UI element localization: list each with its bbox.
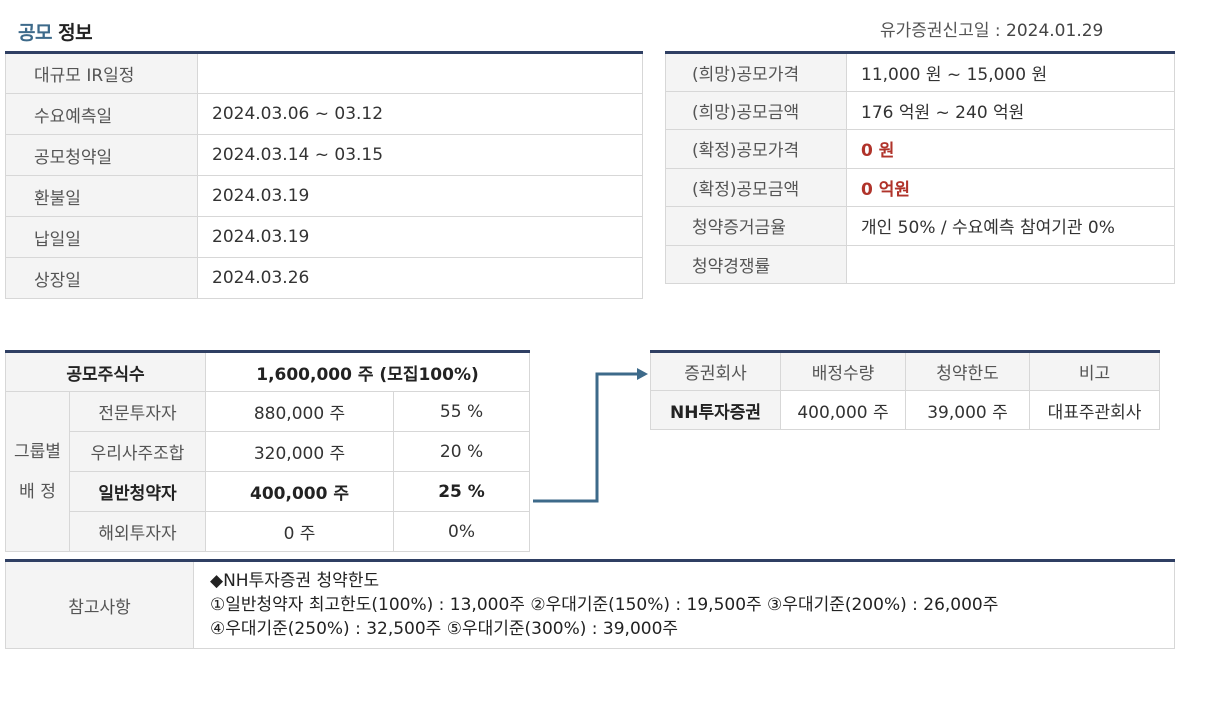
schedule-label: 수요예측일: [5, 93, 198, 135]
table-row: (희망)공모가격 11,000 원 ~ 15,000 원: [665, 52, 1175, 92]
investor-type-label: 일반청약자: [68, 471, 207, 512]
schedule-value: 2024.03.06 ~ 03.12: [197, 93, 643, 135]
pricing-label: 청약경쟁률: [665, 244, 847, 284]
schedule-label: 대규모 IR일정: [5, 52, 198, 94]
column-header: 배정수량: [780, 351, 906, 391]
underwriter-allocation: 400,000 주: [780, 390, 906, 430]
underwriter-table: 증권회사 배정수량 청약한도 비고 NH투자증권 400,000 주 39,00…: [650, 350, 1160, 430]
page-title-accent: 공모: [18, 22, 52, 44]
table-row: 공모청약일 2024.03.14 ~ 03.15: [5, 134, 643, 176]
table-row: NH투자증권 400,000 주 39,000 주 대표주관회사: [650, 390, 1160, 430]
reference-label: 참고사항: [5, 560, 194, 649]
table-row: 공모주식수 1,600,000 주 (모집100%): [4, 351, 530, 392]
schedule-value: 2024.03.19: [197, 175, 643, 217]
page-title: 공모 정보: [18, 18, 93, 45]
table-row: 그룹별 배 정 전문투자자 880,000 주 55 %: [5, 391, 530, 552]
table-row: (희망)공모금액 176 억원 ~ 240 억원: [665, 90, 1175, 130]
total-shares-value: 1,600,000 주 (모집100%): [205, 351, 530, 392]
allocated-shares: 880,000 주: [205, 391, 395, 432]
allocated-shares: 320,000 주: [205, 431, 395, 472]
schedule-table: 대규모 IR일정 수요예측일 2024.03.06 ~ 03.12 공모청약일 20…: [5, 51, 643, 299]
pricing-label: (희망)공모금액: [665, 90, 847, 130]
reference-notes: ◆NH투자증권 청약한도 ①일반청약자 최고한도(100%) : 13,000주…: [193, 560, 1175, 649]
table-row: 상장일 2024.03.26: [5, 257, 643, 299]
table-row: 일반청약자 400,000 주 25 %: [6, 471, 530, 512]
table-header-row: 증권회사 배정수량 청약한도 비고: [650, 351, 1160, 391]
allocated-shares: 400,000 주: [205, 471, 395, 512]
investor-type-label: 전문투자자: [68, 391, 207, 432]
allocation-table: 공모주식수 1,600,000 주 (모집100%) 그룹별 배 정 전문투자자 …: [4, 350, 530, 552]
allocated-shares: 0 주: [205, 511, 395, 552]
pricing-table: (희망)공모가격 11,000 원 ~ 15,000 원 (희망)공모금액 176 …: [665, 51, 1175, 284]
investor-type-label: 우리사주조합: [68, 431, 207, 472]
investor-type-label: 해외투자자: [68, 511, 207, 552]
total-shares-label: 공모주식수: [4, 351, 207, 392]
pricing-label: (희망)공모가격: [665, 52, 847, 92]
column-header: 비고: [1029, 351, 1160, 391]
table-row: 우리사주조합 320,000 주 20 %: [6, 431, 530, 472]
pricing-label: (확정)공모금액: [665, 167, 847, 207]
pricing-value: 11,000 원 ~ 15,000 원: [846, 52, 1175, 92]
schedule-value: 2024.03.19: [197, 216, 643, 258]
filing-date-info: 유가증권신고일 : 2024.01.29: [880, 16, 1103, 41]
table-row: 납일일 2024.03.19: [5, 216, 643, 258]
allocated-percent: 25 %: [393, 471, 530, 512]
schedule-label: 상장일: [5, 257, 198, 299]
schedule-value: 2024.03.14 ~ 03.15: [197, 134, 643, 176]
schedule-label: 공모청약일: [5, 134, 198, 176]
reference-line: ◆NH투자증권 청약한도: [210, 571, 380, 591]
schedule-label: 납일일: [5, 216, 198, 258]
allocated-percent: 0%: [393, 511, 530, 552]
table-row: 참고사항 ◆NH투자증권 청약한도 ①일반청약자 최고한도(100%) : 13…: [5, 560, 1175, 649]
schedule-value: 2024.03.26: [197, 257, 643, 299]
allocated-percent: 55 %: [393, 391, 530, 432]
pricing-value: 176 억원 ~ 240 억원: [846, 90, 1175, 130]
confirmed-price-value: 0 원: [846, 129, 1175, 169]
underwriter-company: NH투자증권: [650, 390, 781, 430]
confirmed-amount-value: 0 억원: [846, 167, 1175, 207]
table-row: 청약증거금율 개인 50% / 수요예측 참여기관 0%: [665, 206, 1175, 246]
reference-line: ①일반청약자 최고한도(100%) : 13,000주 ②우대기준(150%) …: [210, 595, 999, 615]
page-title-main: 정보: [58, 22, 93, 44]
reference-table: 참고사항 ◆NH투자증권 청약한도 ①일반청약자 최고한도(100%) : 13…: [5, 559, 1175, 649]
schedule-value: [197, 52, 643, 94]
table-row: (확정)공모금액 0 억원: [665, 167, 1175, 207]
table-row: 수요예측일 2024.03.06 ~ 03.12: [5, 93, 643, 135]
column-header: 청약한도: [905, 351, 1030, 391]
schedule-label: 환불일: [5, 175, 198, 217]
filing-date-label: 유가증권신고일 :: [880, 21, 1007, 41]
group-allocation-label: 그룹별 배 정: [5, 391, 70, 552]
arrow-right-icon: [533, 368, 648, 503]
pricing-value: 개인 50% / 수요예측 참여기관 0%: [846, 206, 1175, 246]
filing-date-value: 2024.01.29: [1006, 21, 1104, 41]
underwriter-note: 대표주관회사: [1029, 390, 1160, 430]
pricing-value: [846, 244, 1175, 284]
table-row: 해외투자자 0 주 0%: [6, 511, 530, 552]
reference-line: ④우대기준(250%) : 32,500주 ⑤우대기준(300%) : 39,0…: [210, 619, 679, 639]
pricing-label: 청약증거금율: [665, 206, 847, 246]
underwriter-limit: 39,000 주: [905, 390, 1030, 430]
table-row: 청약경쟁률: [665, 244, 1175, 284]
allocated-percent: 20 %: [393, 431, 530, 472]
table-row: 환불일 2024.03.19: [5, 175, 643, 217]
table-row: (확정)공모가격 0 원: [665, 129, 1175, 169]
column-header: 증권회사: [650, 351, 781, 391]
table-row: 대규모 IR일정: [5, 52, 643, 94]
pricing-label: (확정)공모가격: [665, 129, 847, 169]
